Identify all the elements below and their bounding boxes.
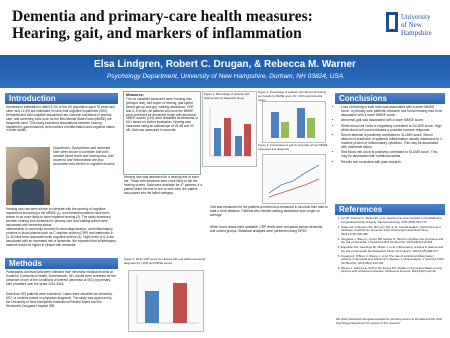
reference-item: Koyama A, O'Brien J, Weuve J, et al. The…: [341, 254, 444, 266]
affiliation: Psychology Department, University of New…: [106, 73, 344, 80]
conclusion-item: Serum albumin is positively correlated t…: [341, 133, 444, 150]
section-heading: Introduction: [5, 93, 118, 104]
figure-plot: [262, 101, 326, 143]
poster-title: Dementia and primary-care health measure…: [12, 8, 313, 25]
conclusion-item: Loss of hearing in both ears was associa…: [341, 105, 444, 118]
poster-subtitle: Hearing, gait, and markers of inflammati…: [12, 25, 302, 42]
measures-heading: Measures:: [126, 93, 144, 97]
figure-caption: Figure 4. Mean CRP levels for patients w…: [124, 257, 206, 265]
chart-art: [268, 164, 320, 198]
paragraph: Dementia is estimated to affect 5.1% of …: [6, 105, 115, 133]
paragraph: The six variables measured were: hearing…: [126, 96, 199, 133]
paragraph: When blood draws were available, CRP lev…: [210, 225, 323, 233]
conclusion-item: Results are consistent with past researc…: [341, 160, 444, 165]
conclusion-item: Red blood cell count is positively corre…: [341, 151, 444, 159]
figure-plot: [209, 108, 252, 157]
paragraph: Gait was measured for the patients provi…: [210, 205, 328, 217]
figure-caption: Figure 2. Percentage of patients with ab…: [258, 90, 327, 102]
section-heading: References: [335, 204, 445, 215]
figure-caption: Figure 1. Percentage of patients with he…: [204, 92, 250, 100]
logo-mark: [386, 12, 398, 32]
paragraph: Hypotheses: Dysfunctions and dementia ha…: [53, 146, 116, 166]
paragraph: Participants: Archival data were collect…: [6, 270, 116, 286]
section-heading: Methods: [5, 258, 118, 269]
figure-caption: Figure 3. Comparison of gait (in seconds…: [258, 143, 328, 151]
author-band: [0, 55, 450, 88]
paragraph: Hearing loss has been shown to correlate…: [6, 207, 111, 227]
logo-line: University: [401, 13, 431, 21]
photo: [6, 147, 50, 205]
list: Loss of hearing in both ears was associa…: [336, 105, 444, 165]
figure-plot: [262, 154, 326, 204]
conclusion-item: Abnormal gait was associated with a lowe…: [341, 118, 444, 123]
reference-item: Lin FR, Ferrucci L, Metter EJ, et al. He…: [341, 216, 444, 224]
authors: Elsa Lindgren, Robert C. Drugan, & Rebec…: [94, 59, 356, 70]
reference-item: Gates GA, Anderson ML, McCurry SM, et al…: [341, 225, 444, 237]
figure-plot: [128, 270, 204, 332]
chart-art: [271, 108, 315, 138]
conclusion-item: White blood cell count is negatively cor…: [341, 124, 444, 133]
reference-item: Engelhart MJ, Geerlings MI, Meijer J, et…: [341, 246, 444, 253]
bullet-list: Loss of hearing in both ears was associa…: [336, 105, 444, 166]
paragraph: Data from 923 patients were examined. Ca…: [6, 292, 113, 308]
reference-item: Weuve J, Hebert LE, Scherr PA, Evans DA.…: [341, 266, 444, 274]
section-heading: Conclusions: [335, 93, 445, 104]
reference-item: Verghese J, Wang C, Lipton RB, Holtzer R…: [341, 237, 444, 245]
footer-note: We thank Wentworth-Douglass Hospital for…: [336, 317, 442, 325]
paragraph: Inflammation is commonly involved in neu…: [6, 227, 116, 247]
chart-art: [136, 275, 199, 324]
logo: University of New Hampshire: [385, 9, 445, 39]
list: Lin FR, Ferrucci L, Metter EJ, et al. He…: [336, 216, 444, 274]
logo-line: of New Hampshire: [401, 21, 432, 37]
reference-list: Lin FR, Ferrucci L, Metter EJ, et al. He…: [336, 216, 444, 276]
figure: Figure 1. Percentage of patients with he…: [202, 91, 257, 167]
measures-box: Measures: The six variables measured wer…: [123, 91, 201, 175]
paragraph: Hearing loss was assessed for a hearing …: [124, 175, 202, 195]
